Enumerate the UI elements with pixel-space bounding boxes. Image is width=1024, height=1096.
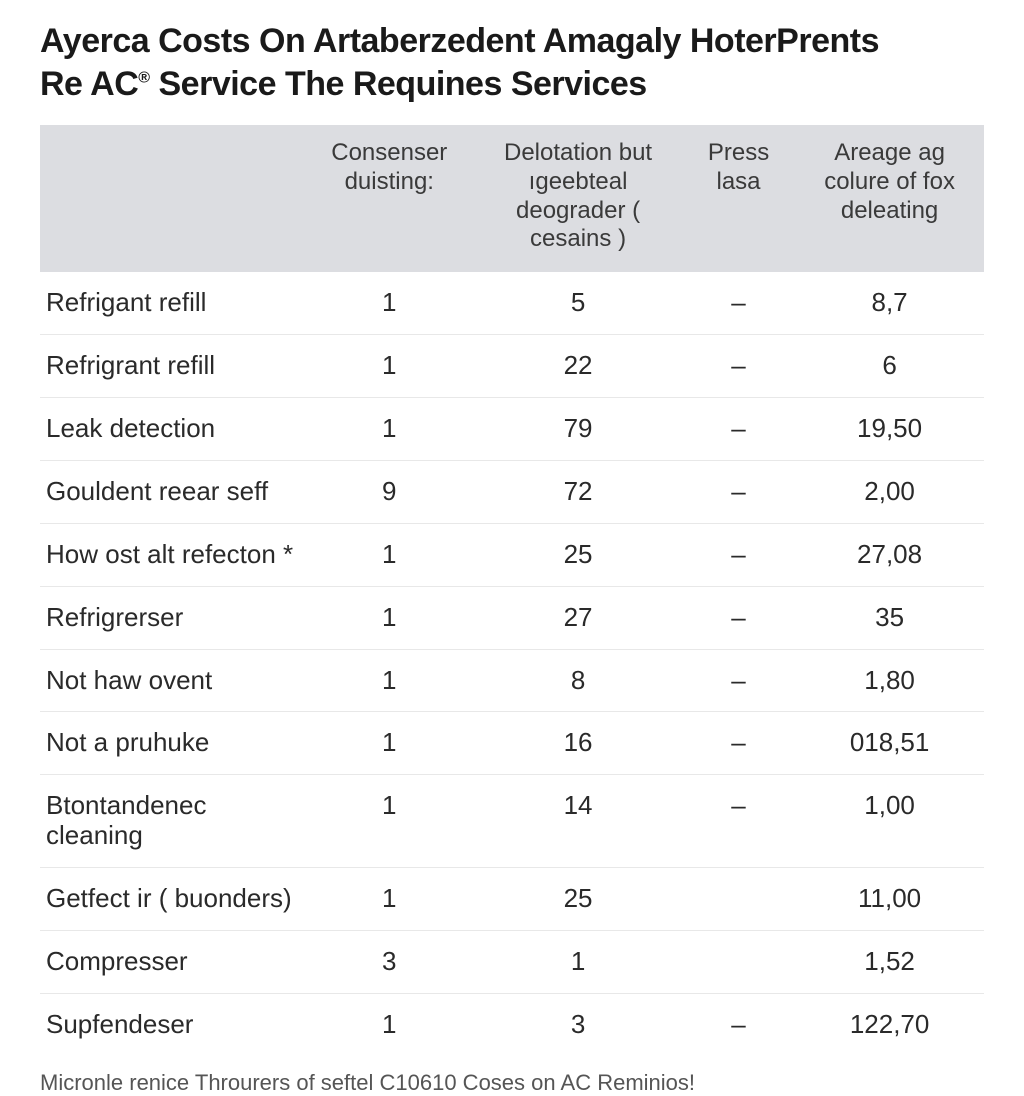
footnote: Micronle renice Throurers of seftel C106…: [40, 1070, 984, 1096]
cell: 122,70: [795, 993, 984, 1055]
cost-table: Consenser duisting: Delotation but ıgeeb…: [40, 125, 984, 1056]
title-line2-post: Service The Requines Services: [150, 65, 647, 103]
cell: 3: [304, 930, 474, 993]
cell: 1,80: [795, 649, 984, 712]
table-row: How ost alt refecton *125–27,08: [40, 523, 984, 586]
cell: 1: [304, 335, 474, 398]
cell: 1: [304, 523, 474, 586]
table-header-row: Consenser duisting: Delotation but ıgeeb…: [40, 125, 984, 272]
cell: –: [682, 586, 795, 649]
cell: –: [682, 335, 795, 398]
cell: –: [682, 397, 795, 460]
table-row: Refrigant refill15–8,7: [40, 272, 984, 334]
cell: 25: [474, 523, 682, 586]
table-row: Not a pruhuke116–018,51: [40, 712, 984, 775]
cell: 16: [474, 712, 682, 775]
col-header-3: Press lasa: [682, 125, 795, 272]
cell: –: [682, 775, 795, 868]
cell: Gouldent reear seff: [40, 460, 304, 523]
cell: –: [682, 712, 795, 775]
cell: 19,50: [795, 397, 984, 460]
cell: Not haw ovent: [40, 649, 304, 712]
cell: 79: [474, 397, 682, 460]
cell: –: [682, 993, 795, 1055]
cell: –: [682, 649, 795, 712]
cell: Compresser: [40, 930, 304, 993]
cell: 3: [474, 993, 682, 1055]
cell: 35: [795, 586, 984, 649]
cell: Refrigrant refill: [40, 335, 304, 398]
table-row: Getfect ir ( buonders)125 11,00: [40, 868, 984, 931]
col-header-1: Consenser duisting:: [304, 125, 474, 272]
title-line1: Ayerca Costs On Artaberzedent Amagaly Ho…: [40, 22, 879, 60]
cell: 27: [474, 586, 682, 649]
table-row: Btontandenec cleaning114–1,00: [40, 775, 984, 868]
col-header-4: Areage ag colure of fox deleating: [795, 125, 984, 272]
cell: 1: [304, 868, 474, 931]
cell: Getfect ir ( buonders): [40, 868, 304, 931]
cell: 018,51: [795, 712, 984, 775]
col-header-2: Delotation but ıgeebteal deograder ( ces…: [474, 125, 682, 272]
cell: 1: [304, 649, 474, 712]
cell: 1: [304, 993, 474, 1055]
table-row: Refrigrerser127–35: [40, 586, 984, 649]
table-row: Refrigrant refill122–6: [40, 335, 984, 398]
cell: 8,7: [795, 272, 984, 334]
cell: 14: [474, 775, 682, 868]
cell: [682, 930, 795, 993]
cell: Leak detection: [40, 397, 304, 460]
cell: 22: [474, 335, 682, 398]
table-row: Supfendeser13–122,70: [40, 993, 984, 1055]
cell: 1: [304, 775, 474, 868]
cell: 1,00: [795, 775, 984, 868]
table-row: Leak detection179–19,50: [40, 397, 984, 460]
title-line2-pre: Re AC: [40, 65, 138, 103]
cell: 9: [304, 460, 474, 523]
table-row: Not haw ovent18–1,80: [40, 649, 984, 712]
cell: 1: [304, 272, 474, 334]
cell: 8: [474, 649, 682, 712]
cell: Supfendeser: [40, 993, 304, 1055]
cell: –: [682, 523, 795, 586]
table-body: Refrigant refill15–8,7 Refrigrant refill…: [40, 272, 984, 1056]
cell: –: [682, 272, 795, 334]
cell: 11,00: [795, 868, 984, 931]
cell: Refrigrerser: [40, 586, 304, 649]
table-row: Gouldent reear seff972–2,00: [40, 460, 984, 523]
cell: 1,52: [795, 930, 984, 993]
cell: 27,08: [795, 523, 984, 586]
cell: [682, 868, 795, 931]
table-row: Compresser31 1,52: [40, 930, 984, 993]
cell: 2,00: [795, 460, 984, 523]
cell: Refrigant refill: [40, 272, 304, 334]
cell: Not a pruhuke: [40, 712, 304, 775]
cell: 5: [474, 272, 682, 334]
cell: 1: [474, 930, 682, 993]
cell: How ost alt refecton *: [40, 523, 304, 586]
cell: –: [682, 460, 795, 523]
title-sup: ®: [138, 69, 149, 86]
cell: 72: [474, 460, 682, 523]
page-title: Ayerca Costs On Artaberzedent Amagaly Ho…: [40, 20, 984, 105]
cell: 1: [304, 586, 474, 649]
cell: 6: [795, 335, 984, 398]
cell: Btontandenec cleaning: [40, 775, 304, 868]
cell: 1: [304, 397, 474, 460]
col-header-0: [40, 125, 304, 272]
cell: 1: [304, 712, 474, 775]
cell: 25: [474, 868, 682, 931]
